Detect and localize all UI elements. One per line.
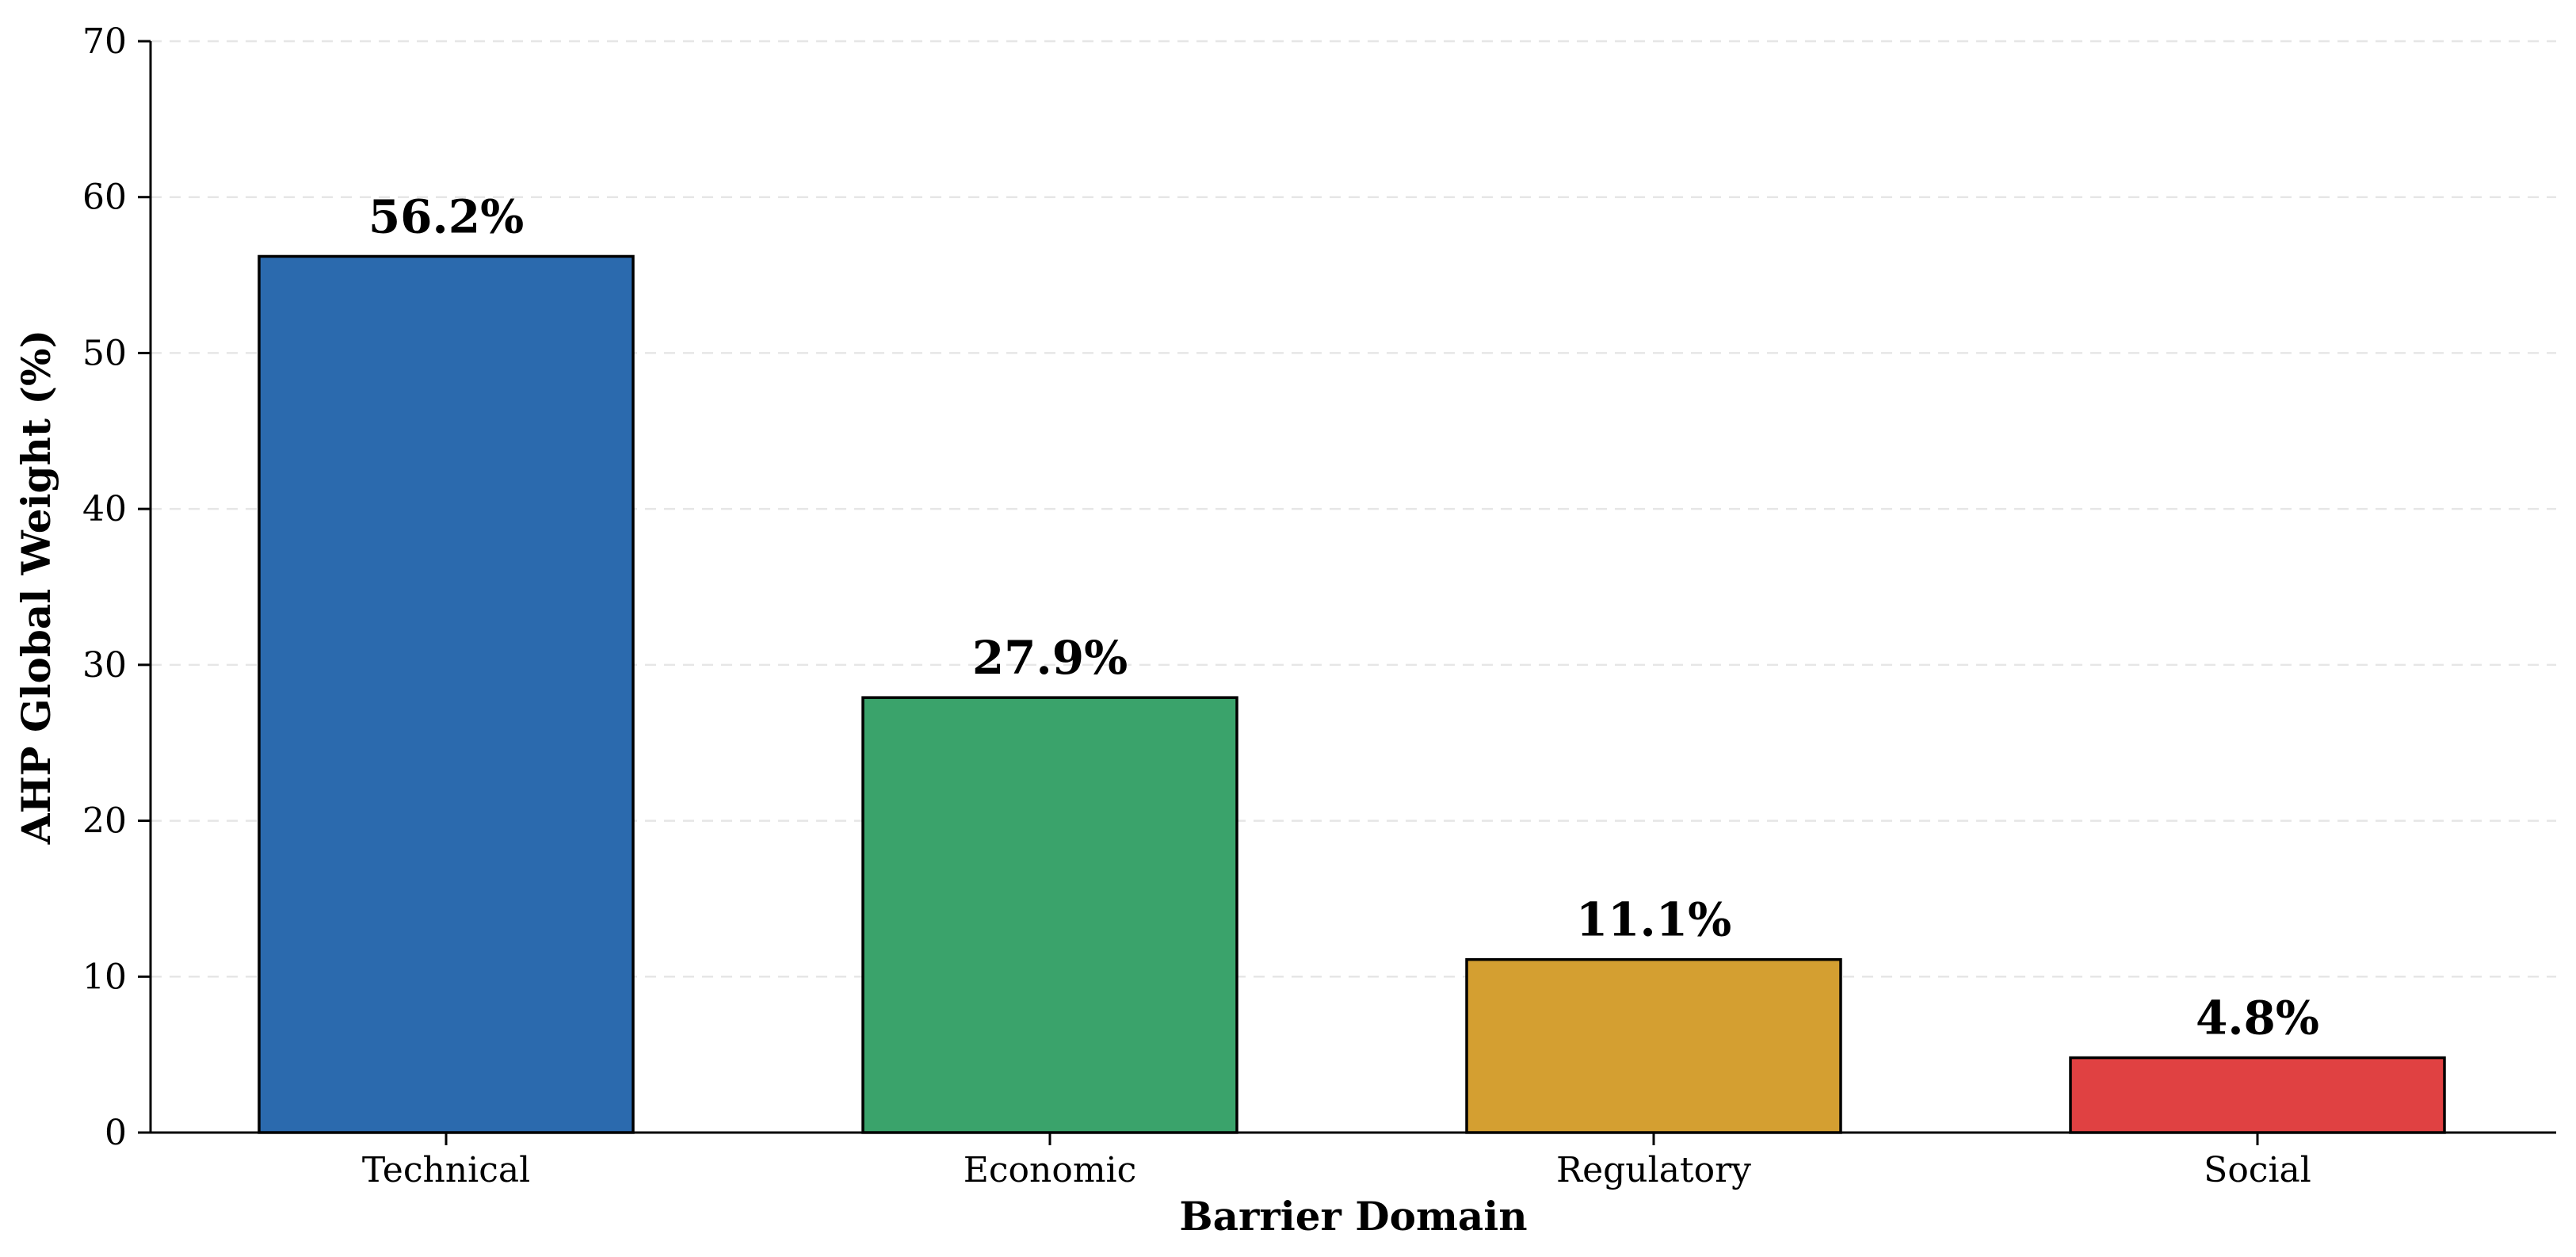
y-tick-label: 50: [82, 333, 127, 373]
data-labels: 56.2% 27.9% 11.1% 4.8%: [368, 189, 2319, 1045]
data-label: 56.2%: [368, 189, 524, 243]
x-tick-label: Technical: [362, 1150, 530, 1190]
bar-technical: [258, 254, 635, 1134]
y-axis-title: AHP Global Weight (%): [13, 330, 59, 845]
x-axis-title: Barrier Domain: [1179, 1193, 1527, 1240]
bar-social: [2069, 1056, 2446, 1134]
y-tick-label: 20: [82, 801, 127, 842]
x-ticks: Technical Economic Regulatory Social: [362, 1133, 2311, 1190]
x-tick-label: Economic: [964, 1150, 1137, 1190]
x-tick-label: Social: [2204, 1150, 2311, 1190]
data-label: 4.8%: [2196, 991, 2319, 1045]
bar-regulatory: [1465, 957, 1842, 1134]
axes: [149, 41, 2556, 1134]
y-tick-label: 60: [82, 178, 127, 218]
y-tick-label: 40: [82, 489, 127, 529]
data-label: 27.9%: [972, 631, 1128, 685]
y-tick-label: 0: [105, 1113, 127, 1153]
x-tick-label: Regulatory: [1556, 1150, 1751, 1190]
bars: [258, 254, 2446, 1134]
bar-economic: [861, 696, 1238, 1134]
y-tick-label: 10: [82, 957, 127, 997]
y-tick-label: 30: [82, 645, 127, 686]
y-ticks: 0 10 20 30 40 50 60 70: [82, 21, 151, 1153]
data-label: 11.1%: [1576, 893, 1731, 947]
y-tick-label: 70: [82, 21, 127, 62]
